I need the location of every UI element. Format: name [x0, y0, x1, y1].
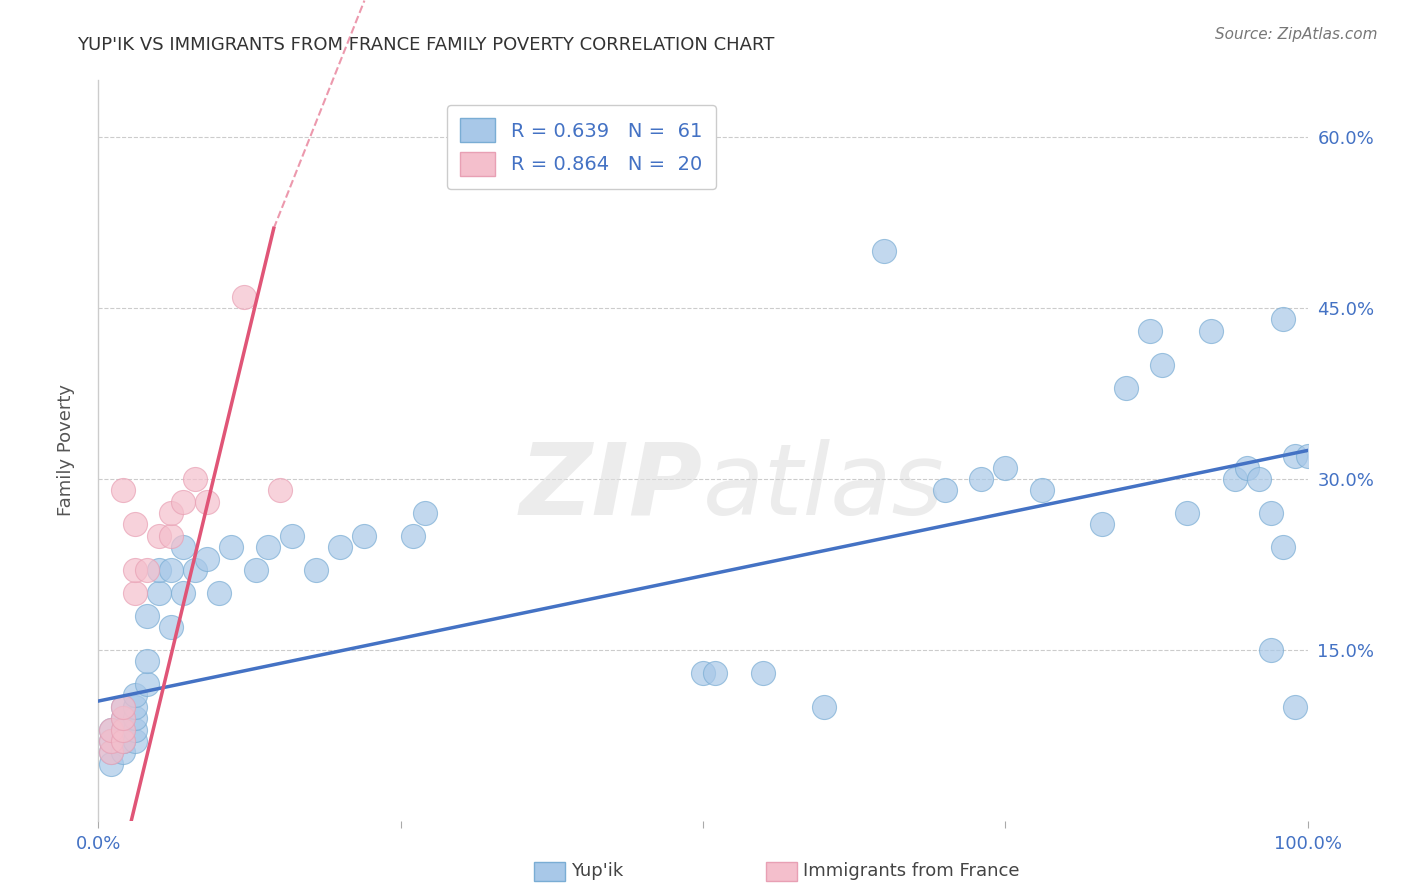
Point: [172, 494, 194, 508]
Point: [221, 541, 243, 555]
Point: [124, 517, 146, 532]
Point: [245, 563, 267, 577]
Point: [100, 745, 122, 759]
Point: [1272, 312, 1295, 326]
Point: [124, 711, 146, 725]
Point: [111, 723, 134, 737]
Point: [124, 723, 146, 737]
Point: [1260, 506, 1282, 520]
Point: [111, 734, 134, 748]
Point: [208, 586, 231, 600]
Point: [1152, 358, 1174, 372]
Point: [353, 529, 375, 543]
Text: Yup'ik: Yup'ik: [571, 863, 623, 880]
Point: [111, 711, 134, 725]
Point: [100, 734, 122, 748]
Text: ZIP: ZIP: [520, 439, 703, 536]
Point: [413, 506, 436, 520]
Point: [172, 541, 194, 555]
Point: [195, 551, 218, 566]
Text: Source: ZipAtlas.com: Source: ZipAtlas.com: [1215, 27, 1378, 42]
Point: [111, 745, 134, 759]
Point: [111, 723, 134, 737]
Point: [1115, 381, 1137, 395]
Point: [1091, 517, 1114, 532]
Point: [1236, 460, 1258, 475]
Point: [100, 723, 122, 737]
Point: [111, 711, 134, 725]
Point: [135, 608, 157, 623]
Point: [1284, 699, 1306, 714]
Point: [184, 472, 207, 486]
Point: [160, 529, 183, 543]
Point: [148, 563, 170, 577]
Legend: R = 0.639   N =  61, R = 0.864   N =  20: R = 0.639 N = 61, R = 0.864 N = 20: [447, 104, 716, 189]
Point: [148, 529, 170, 543]
Point: [1175, 506, 1198, 520]
Point: [692, 665, 714, 680]
Point: [172, 586, 194, 600]
Point: [752, 665, 775, 680]
Y-axis label: Family Poverty: Family Poverty: [56, 384, 75, 516]
Point: [111, 699, 134, 714]
Point: [1139, 324, 1161, 338]
Point: [994, 460, 1017, 475]
Point: [1223, 472, 1246, 486]
Point: [305, 563, 328, 577]
Point: [111, 734, 134, 748]
Point: [124, 699, 146, 714]
Point: [135, 563, 157, 577]
Point: [124, 586, 146, 600]
Point: [934, 483, 956, 498]
Point: [160, 506, 183, 520]
Point: [100, 745, 122, 759]
Point: [195, 494, 218, 508]
Point: [160, 563, 183, 577]
Text: atlas: atlas: [703, 439, 945, 536]
Text: YUP'IK VS IMMIGRANTS FROM FRANCE FAMILY POVERTY CORRELATION CHART: YUP'IK VS IMMIGRANTS FROM FRANCE FAMILY …: [77, 36, 775, 54]
Point: [124, 563, 146, 577]
Point: [124, 734, 146, 748]
Point: [1260, 642, 1282, 657]
Text: Immigrants from France: Immigrants from France: [803, 863, 1019, 880]
Point: [135, 654, 157, 668]
Point: [813, 699, 835, 714]
Point: [100, 756, 122, 771]
Point: [100, 734, 122, 748]
Point: [160, 620, 183, 634]
Point: [100, 723, 122, 737]
Point: [329, 541, 352, 555]
Point: [402, 529, 425, 543]
Point: [873, 244, 896, 259]
Point: [1199, 324, 1222, 338]
Point: [111, 699, 134, 714]
Point: [269, 483, 291, 498]
Point: [1031, 483, 1053, 498]
Point: [111, 734, 134, 748]
Point: [135, 677, 157, 691]
Point: [970, 472, 993, 486]
Point: [1296, 449, 1319, 463]
Point: [148, 586, 170, 600]
Point: [704, 665, 727, 680]
Point: [124, 689, 146, 703]
Point: [256, 541, 278, 555]
Point: [1272, 541, 1295, 555]
Point: [281, 529, 304, 543]
Point: [111, 483, 134, 498]
Point: [1284, 449, 1306, 463]
Point: [1249, 472, 1271, 486]
Point: [232, 290, 254, 304]
Point: [184, 563, 207, 577]
